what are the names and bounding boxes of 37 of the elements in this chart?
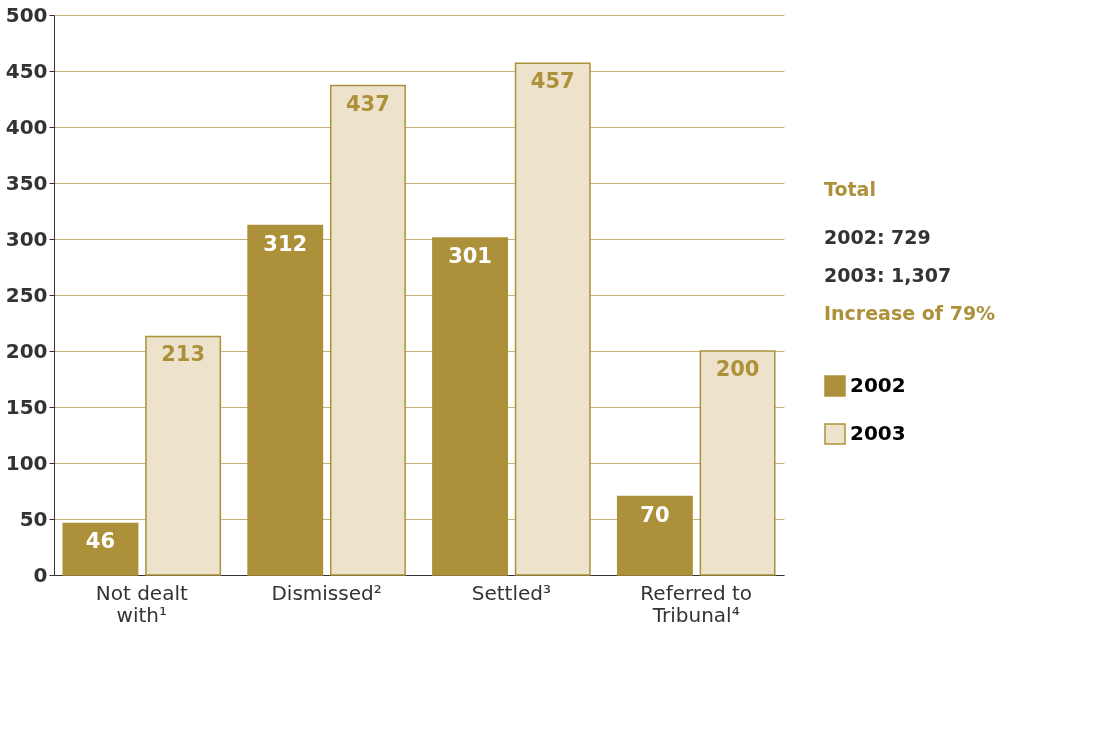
y-tick-label: 450	[5, 58, 48, 83]
y-tick-label: 400	[5, 114, 48, 139]
data-label: 457	[530, 69, 575, 94]
bar	[145, 335, 222, 576]
y-tick-label: 300	[5, 226, 48, 251]
y-tick-label: 150	[5, 394, 48, 419]
y-tick-label: 500	[5, 2, 48, 27]
text: Increase of 79%	[824, 302, 996, 324]
y-tick-label: 250	[5, 282, 48, 307]
data-label: 301	[448, 243, 492, 268]
y-tick-label: 100	[5, 450, 48, 475]
text: 2002: 729	[824, 226, 931, 248]
bar	[616, 495, 693, 576]
data-label: 70	[640, 502, 670, 527]
x-tick-label: Settled³	[471, 580, 552, 605]
legend-label: 2002	[850, 373, 906, 397]
legend-label: 2003	[850, 421, 906, 445]
bar	[432, 237, 509, 576]
bar	[247, 224, 324, 576]
bar	[514, 62, 591, 576]
data-label: 312	[263, 231, 308, 256]
text: 2003: 1,307	[824, 264, 952, 286]
data-label: 437	[346, 91, 390, 116]
y-tick-label: 50	[19, 506, 48, 531]
x-tick-label: Referred to Tribunal⁴	[640, 580, 753, 627]
data-label: 200	[715, 357, 760, 381]
bar	[699, 350, 776, 576]
text: Total	[824, 178, 876, 200]
y-tick-label: 0	[33, 562, 48, 587]
x-tick-label: Dismissed²	[271, 580, 382, 605]
x-tick-label: Not dealt with¹	[95, 580, 188, 627]
data-label: 46	[85, 529, 116, 554]
y-tick-label: 200	[5, 338, 48, 363]
bar	[329, 84, 406, 576]
bar	[62, 522, 139, 576]
data-label: 213	[161, 342, 206, 367]
y-tick-label: 350	[5, 170, 48, 195]
